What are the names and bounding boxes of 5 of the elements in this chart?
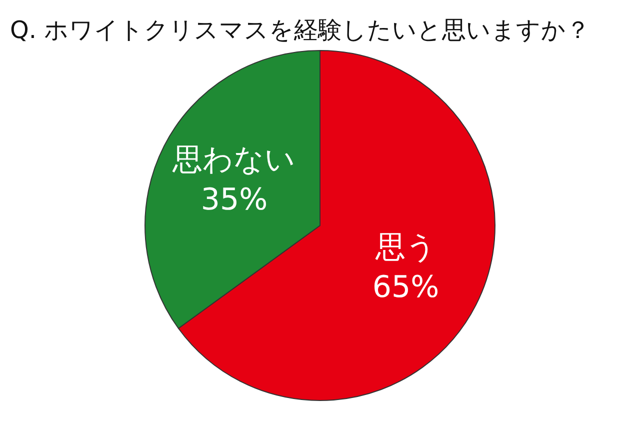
slice-label: 思わない: [172, 142, 296, 178]
chart-title: Q. ホワイトクリスマスを経験したいと思いますか？: [10, 15, 590, 46]
slice-label: 思う: [374, 230, 436, 265]
data-label: 65%: [372, 270, 440, 305]
data-label: 35%: [200, 182, 268, 218]
